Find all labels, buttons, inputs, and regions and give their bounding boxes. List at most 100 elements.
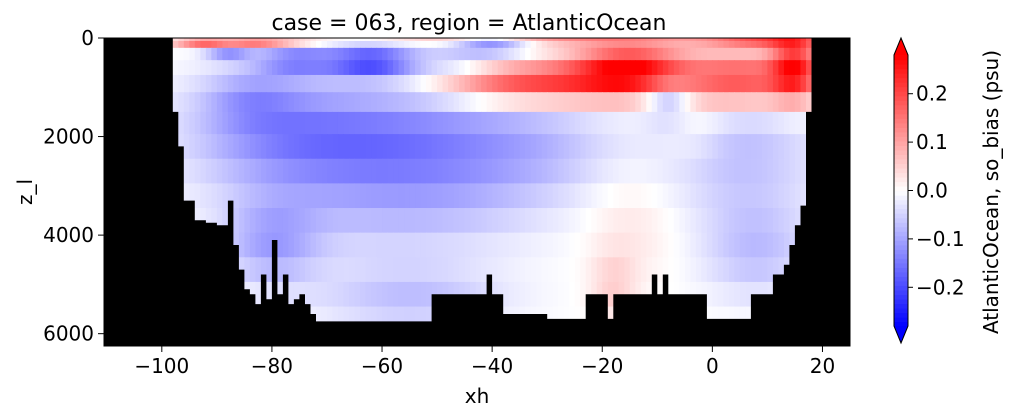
heatmap-cell [750, 38, 758, 42]
heatmap-cell [459, 47, 466, 61]
heatmap-cell [734, 158, 741, 184]
heatmap-cell [299, 257, 306, 283]
heatmap-cell [580, 47, 587, 61]
heatmap-cell [492, 208, 499, 234]
heatmap-cell [293, 257, 301, 283]
colorbar-segment [894, 59, 908, 65]
heatmap-cell [728, 92, 735, 113]
heatmap-cell [679, 74, 686, 93]
heatmap-cell [337, 111, 345, 135]
heatmap-cell [646, 111, 653, 135]
heatmap-cell [750, 47, 758, 61]
heatmap-cell [426, 232, 433, 258]
heatmap-cell [172, 74, 179, 93]
heatmap-cell [800, 134, 807, 160]
heatmap-cell [514, 208, 521, 234]
heatmap-cell [304, 232, 312, 258]
heatmap-cell [376, 40, 383, 49]
heatmap-cell [745, 38, 752, 42]
heatmap-cell [684, 158, 691, 184]
heatmap-cell [222, 134, 229, 160]
heatmap-cell [426, 92, 433, 113]
heatmap-cell [701, 74, 708, 93]
colorbar-segment [894, 176, 908, 183]
heatmap-cell [552, 111, 559, 135]
heatmap-cell [249, 158, 257, 184]
heatmap-cell [442, 111, 449, 135]
heatmap-cell [189, 74, 196, 93]
heatmap-cell [717, 232, 724, 258]
heatmap-cell [530, 47, 537, 61]
heatmap-cell [244, 134, 251, 160]
heatmap-cell [585, 60, 592, 76]
heatmap-cell [216, 38, 223, 42]
heatmap-cell [761, 257, 769, 283]
heatmap-cell [337, 40, 345, 49]
heatmap-cell [662, 111, 669, 135]
heatmap-cell [558, 134, 565, 160]
heatmap-cell [354, 208, 361, 234]
heatmap-cell [640, 183, 647, 209]
colorbar-segment [894, 154, 908, 160]
heatmap-cell [706, 158, 713, 184]
heatmap-cell [238, 111, 245, 135]
heatmap-cell [525, 183, 532, 209]
heatmap-cell [189, 40, 196, 49]
heatmap-cell [805, 47, 813, 61]
heatmap-cell [618, 208, 625, 234]
heatmap-cell [398, 111, 405, 135]
heatmap-cell [459, 74, 466, 93]
heatmap-cell [503, 134, 510, 160]
colorbar-segment [894, 208, 908, 214]
heatmap-cell [365, 74, 372, 93]
heatmap-cell [304, 40, 312, 49]
y-axis-label: z_l [13, 179, 37, 205]
heatmap-cell [288, 208, 295, 234]
heatmap-cell [343, 92, 350, 113]
heatmap-cell [271, 92, 279, 113]
colorbar-segment [894, 122, 908, 128]
heatmap-cell [745, 60, 752, 76]
heatmap-cell [596, 74, 603, 93]
colorbar-segment [894, 181, 908, 187]
heatmap-cell [684, 232, 691, 258]
heatmap-cell [304, 208, 312, 234]
heatmap-cell [205, 38, 212, 42]
heatmap-cell [607, 281, 614, 308]
heatmap-cell [277, 38, 284, 42]
heatmap-cell [673, 74, 680, 93]
heatmap-cell [349, 183, 356, 209]
heatmap-cell [668, 40, 675, 49]
heatmap-cell [271, 47, 279, 61]
heatmap-cell [745, 40, 752, 49]
heatmap-cell [778, 74, 785, 93]
heatmap-cell [706, 47, 713, 61]
heatmap-cell [574, 92, 581, 113]
heatmap-cell [293, 281, 301, 308]
heatmap-cell [260, 183, 268, 209]
heatmap-cell [304, 38, 312, 42]
heatmap-cell [260, 208, 268, 234]
heatmap-cell [585, 92, 592, 113]
heatmap-cell [426, 257, 433, 283]
heatmap-cell [481, 60, 488, 76]
heatmap-cell [249, 208, 257, 234]
heatmap-cell [398, 60, 405, 76]
heatmap-cell [431, 257, 438, 283]
colorbar-outline [893, 36, 909, 345]
heatmap-cell [690, 74, 697, 93]
heatmap-cell [541, 60, 548, 76]
heatmap-cell [371, 92, 378, 113]
heatmap-cell [442, 257, 449, 283]
heatmap-cell [337, 38, 345, 42]
heatmap-cell [514, 158, 521, 184]
heatmap-cell [613, 208, 620, 234]
heatmap-cell [706, 60, 713, 76]
heatmap-cell [360, 257, 367, 283]
heatmap-cell [635, 158, 642, 184]
heatmap-cell [778, 232, 785, 258]
heatmap-cell [393, 60, 400, 76]
heatmap-cell [266, 257, 273, 283]
heatmap-cell [640, 232, 647, 258]
